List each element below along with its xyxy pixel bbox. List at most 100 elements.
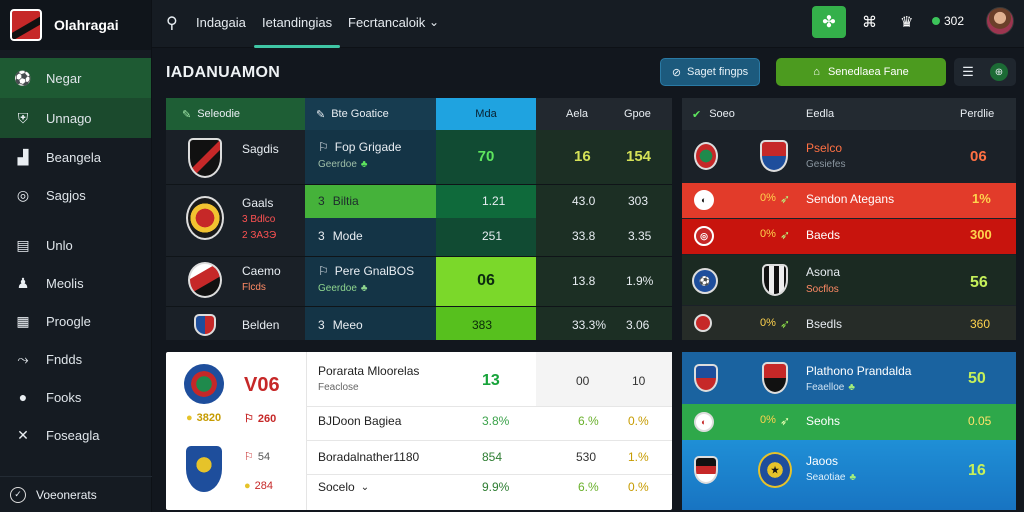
team-name[interactable]: Pselco <box>806 141 843 155</box>
sidebar-item-meolis[interactable]: ♟ Meolis <box>0 264 151 302</box>
leaf-icon: ➶ <box>780 414 791 428</box>
team-record-2: 2 ЗАЗЭ <box>242 230 277 241</box>
tab-fecrtancaloik[interactable]: Fecrtancaloik <box>348 15 426 30</box>
sidebar-item-proogle[interactable]: ▦ Proogle <box>0 302 151 340</box>
value-aela: 43.0 <box>572 194 596 208</box>
team-name[interactable]: Sagdis <box>242 142 279 156</box>
match-desc[interactable]: Boradalnather1180 <box>318 450 420 464</box>
check-icon: ⊘ <box>671 66 682 79</box>
sidebar: Olahragai ⚽ Negar ⛨ Unnago ▟ Beangela ◎ Sagj… <box>0 0 152 512</box>
team-name[interactable]: Jaoos <box>806 454 839 468</box>
team-left-value-text: 54 <box>257 450 271 463</box>
team-name[interactable]: Baeds <box>806 228 841 242</box>
sidebar-item-negar[interactable]: ⚽ Negar <box>0 58 151 98</box>
value-2: 6.% <box>578 414 599 428</box>
team-name[interactable]: Belden <box>242 318 280 332</box>
col-header-mda[interactable]: Mda <box>475 108 497 120</box>
team-value: 360 <box>970 317 991 331</box>
match-desc: 3 Biltia <box>318 194 359 208</box>
tab-indagaia[interactable]: Indagaia <box>196 15 246 30</box>
col-header-perdlie[interactable]: Perdlie <box>960 108 995 120</box>
sidebar-item-unnago[interactable]: ⛨ Unnago <box>0 98 151 138</box>
col-header-gpoe[interactable]: Gpoe <box>624 108 651 120</box>
app-name: Olahragai <box>54 17 119 33</box>
team-crest <box>694 456 718 484</box>
sidebar-item-unlo[interactable]: ▤ Unlo <box>0 226 151 264</box>
value-aela: 33.3% <box>572 318 607 332</box>
team-pct: 0% <box>760 192 776 204</box>
value-gpoe: 1.9% <box>626 274 654 288</box>
clover-button[interactable]: ✤ <box>812 6 846 38</box>
match-note-text: Geerdoe <box>318 283 357 294</box>
team-name[interactable]: Plathono Prandalda <box>806 364 912 378</box>
avatar[interactable] <box>986 7 1014 35</box>
col-header-goal[interactable]: ✎ Bte Goatice <box>316 98 436 130</box>
team-name[interactable]: Bsedls <box>806 317 843 331</box>
match-desc-text: Meeo <box>332 318 363 332</box>
team-name[interactable]: Gaals <box>242 196 274 210</box>
team-crest <box>694 314 712 332</box>
trophy-icon[interactable]: ♛ <box>900 14 914 31</box>
match-note: Geerdoe ♣ <box>318 159 367 170</box>
filter-button[interactable]: ⊘ Saget fingps <box>660 58 760 86</box>
sidebar-item-beangela[interactable]: ▟ Beangela <box>0 138 151 176</box>
team-pct: 0% <box>760 228 776 240</box>
team-crest <box>188 138 222 178</box>
col-header-soeo[interactable]: ✔ Soeo <box>692 98 735 130</box>
menu-button[interactable]: ☰ ⊕ <box>954 58 1016 86</box>
sidebar-item-fndds[interactable]: ⤳ Fndds <box>0 340 151 378</box>
people-icon: ♟ <box>16 274 30 291</box>
sidebar-item-label: Unlo <box>46 237 73 253</box>
primary-action-button[interactable]: ⌂ Senedlaea Fane <box>776 58 946 86</box>
lock-icon: ⌂ <box>813 66 820 78</box>
leaf-icon: ♣ <box>848 382 855 393</box>
coin-icon: ● <box>186 412 193 424</box>
lower-right-card: Plathono Prandalda Feaelloe ♣ 50 ◐ 0% ➶ S… <box>682 352 1016 510</box>
team-name[interactable]: Asona <box>806 265 841 279</box>
col-header-aela[interactable]: Aela <box>566 108 589 120</box>
team-name[interactable]: Sendon Ategans <box>806 192 895 206</box>
flag-icon: ⚐ <box>244 451 254 463</box>
ball-icon: ⚽ <box>14 69 32 86</box>
sidebar-item-label: Fndds <box>46 351 83 367</box>
trend-icon: ⤳ <box>17 350 29 367</box>
topbar: ⚲ Indagaia Ietandingias Fecrtancaloik ⌄ … <box>152 0 1024 48</box>
team-name[interactable]: Caemo <box>242 264 281 278</box>
match-desc-text: Mode <box>332 229 363 243</box>
value-gpoe: 3.35 <box>628 229 652 243</box>
sidebar-item-label: Sagjos <box>46 187 86 203</box>
team-value: 16 <box>968 462 986 479</box>
col-header-label: Seleodie <box>197 108 241 120</box>
team-name[interactable]: Seohs <box>806 414 841 428</box>
match-desc[interactable]: Socelo ⌄ <box>318 480 369 494</box>
team-crest <box>694 142 718 170</box>
chevron-down-icon[interactable]: ⌄ <box>429 15 440 29</box>
col-header-eedla[interactable]: Eedla <box>806 108 835 120</box>
match-desc-text: Biltia <box>332 194 359 208</box>
team-left-value: ● 3820 <box>186 412 221 424</box>
match-desc-text: Pere GnalBOS <box>334 264 415 278</box>
search-icon[interactable]: ⚲ <box>166 15 178 32</box>
team-record-text: Feaelloe <box>806 382 845 393</box>
team-crest: ⚽ <box>692 268 718 294</box>
sidebar-item-label: Beangela <box>46 149 101 165</box>
value-2: 00 <box>576 374 590 388</box>
sidebar-item-fooks[interactable]: ● Fooks <box>0 378 151 416</box>
ball-icon: ● <box>18 389 28 405</box>
check-icon: ✔ <box>692 108 702 121</box>
match-desc[interactable]: Porarata Mloorelas <box>318 364 420 378</box>
sidebar-item-label: Foseagla <box>46 427 100 443</box>
team-crest <box>762 362 788 394</box>
value-3: 10 <box>632 374 646 388</box>
team-crest <box>186 196 224 240</box>
cross-icon: ✕ <box>17 426 29 443</box>
tab-ietandingias[interactable]: Ietandingias <box>253 15 341 48</box>
sidebar-footer[interactable]: ✓ Voeonerats <box>0 476 152 512</box>
match-desc[interactable]: BJDoon Bagiea <box>318 414 402 428</box>
brand[interactable]: Olahragai <box>0 0 151 50</box>
team-code: V06 <box>244 374 280 396</box>
sidebar-item-sagjos[interactable]: ◎ Sagjos <box>0 176 151 214</box>
sidebar-item-foseagla[interactable]: ✕ Foseagla <box>0 416 151 454</box>
grid-icon[interactable]: ⌘ <box>862 14 877 31</box>
col-header-select[interactable]: ✎ Seleodie <box>182 98 302 130</box>
